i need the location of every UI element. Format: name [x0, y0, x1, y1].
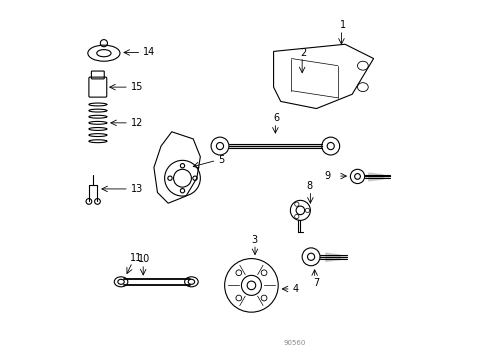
Text: 13: 13 [131, 184, 143, 194]
Text: 3: 3 [251, 235, 258, 245]
Text: 14: 14 [143, 48, 155, 58]
Text: 6: 6 [273, 113, 280, 123]
Text: 10: 10 [138, 254, 150, 264]
Text: 9: 9 [325, 171, 331, 181]
Text: 2: 2 [300, 48, 307, 58]
Text: 7: 7 [313, 278, 319, 288]
Text: 11: 11 [130, 253, 142, 263]
Text: 8: 8 [307, 181, 313, 191]
Text: 4: 4 [293, 284, 298, 294]
Text: 90560: 90560 [284, 339, 306, 346]
Text: 15: 15 [131, 82, 143, 92]
Text: 12: 12 [131, 118, 143, 128]
Text: 1: 1 [340, 19, 346, 30]
Text: 5: 5 [218, 156, 224, 165]
